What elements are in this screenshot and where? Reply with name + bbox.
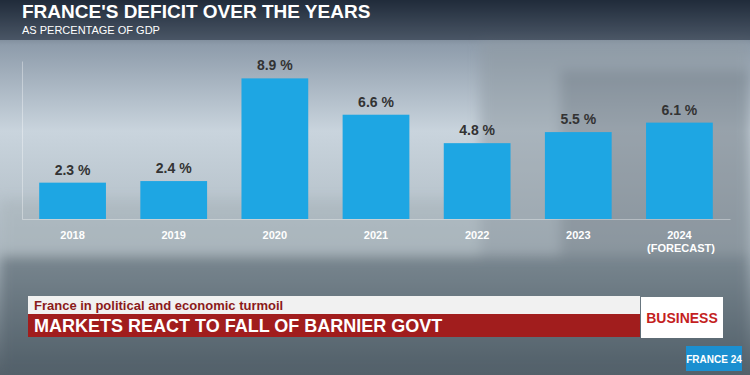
- chart-subtitle: AS PERCENTAGE OF GDP: [22, 24, 160, 36]
- x-tick-label: 2020: [263, 229, 287, 241]
- background: [0, 0, 750, 375]
- background-buildings: [0, 40, 750, 375]
- x-tick: 2020: [263, 219, 287, 241]
- logo-box: [686, 346, 742, 371]
- kicker-band: [28, 296, 640, 314]
- headline-band: [28, 314, 640, 337]
- x-tick: 2023: [566, 219, 590, 241]
- data-label: 6.6 %: [358, 94, 394, 110]
- bar: [343, 115, 410, 219]
- bar: [140, 181, 207, 219]
- x-tick-label: 2024 (FORECAST): [644, 229, 715, 254]
- title-band: [0, 0, 750, 40]
- bar: [545, 132, 612, 219]
- x-tick-label: 2018: [60, 229, 84, 241]
- x-tick-label: 2022: [465, 229, 489, 241]
- logo: FRANCE 24: [686, 354, 742, 365]
- section-badge: [641, 297, 723, 338]
- bar: [39, 183, 106, 219]
- x-tick-label: 2021: [364, 229, 388, 241]
- x-tick: 2018: [60, 219, 84, 241]
- data-label: 2.3 %: [55, 162, 91, 178]
- data-label: 8.9 %: [257, 57, 293, 73]
- headline: MARKETS REACT TO FALL OF BARNIER GOVT: [34, 316, 442, 336]
- bars: [39, 78, 713, 219]
- x-tick-label: 2023: [566, 229, 590, 241]
- x-tick: 2022: [465, 219, 489, 241]
- data-label: 2.4 %: [156, 160, 192, 176]
- x-tick: 2019: [161, 219, 185, 241]
- x-tick-label: 2019: [161, 229, 185, 241]
- y-axis: [22, 62, 23, 220]
- x-tick: 2024 (FORECAST): [644, 219, 715, 254]
- kicker: France in political and economic turmoil: [34, 298, 283, 313]
- chart-title: FRANCE'S DEFICIT OVER THE YEARS: [22, 1, 370, 22]
- data-label: 4.8 %: [459, 122, 495, 138]
- x-axis: 2018 2019 2020 2021 2022 2023 2024 (FORECAST): [23, 219, 731, 254]
- data-label: 6.1 %: [662, 102, 698, 118]
- data-label: 5.5 %: [560, 111, 596, 127]
- data-labels: 2.3 % 2.4 % 8.9 % 6.6 % 4.8 % 5.5 % 6.1 %: [55, 57, 698, 177]
- bar: [241, 78, 308, 219]
- x-tick: 2021: [364, 219, 388, 241]
- section-label: BUSINESS: [646, 310, 718, 326]
- bar: [444, 143, 511, 219]
- x-axis-line: [23, 219, 731, 220]
- y-axis-line: [22, 62, 23, 220]
- bar: [646, 123, 713, 219]
